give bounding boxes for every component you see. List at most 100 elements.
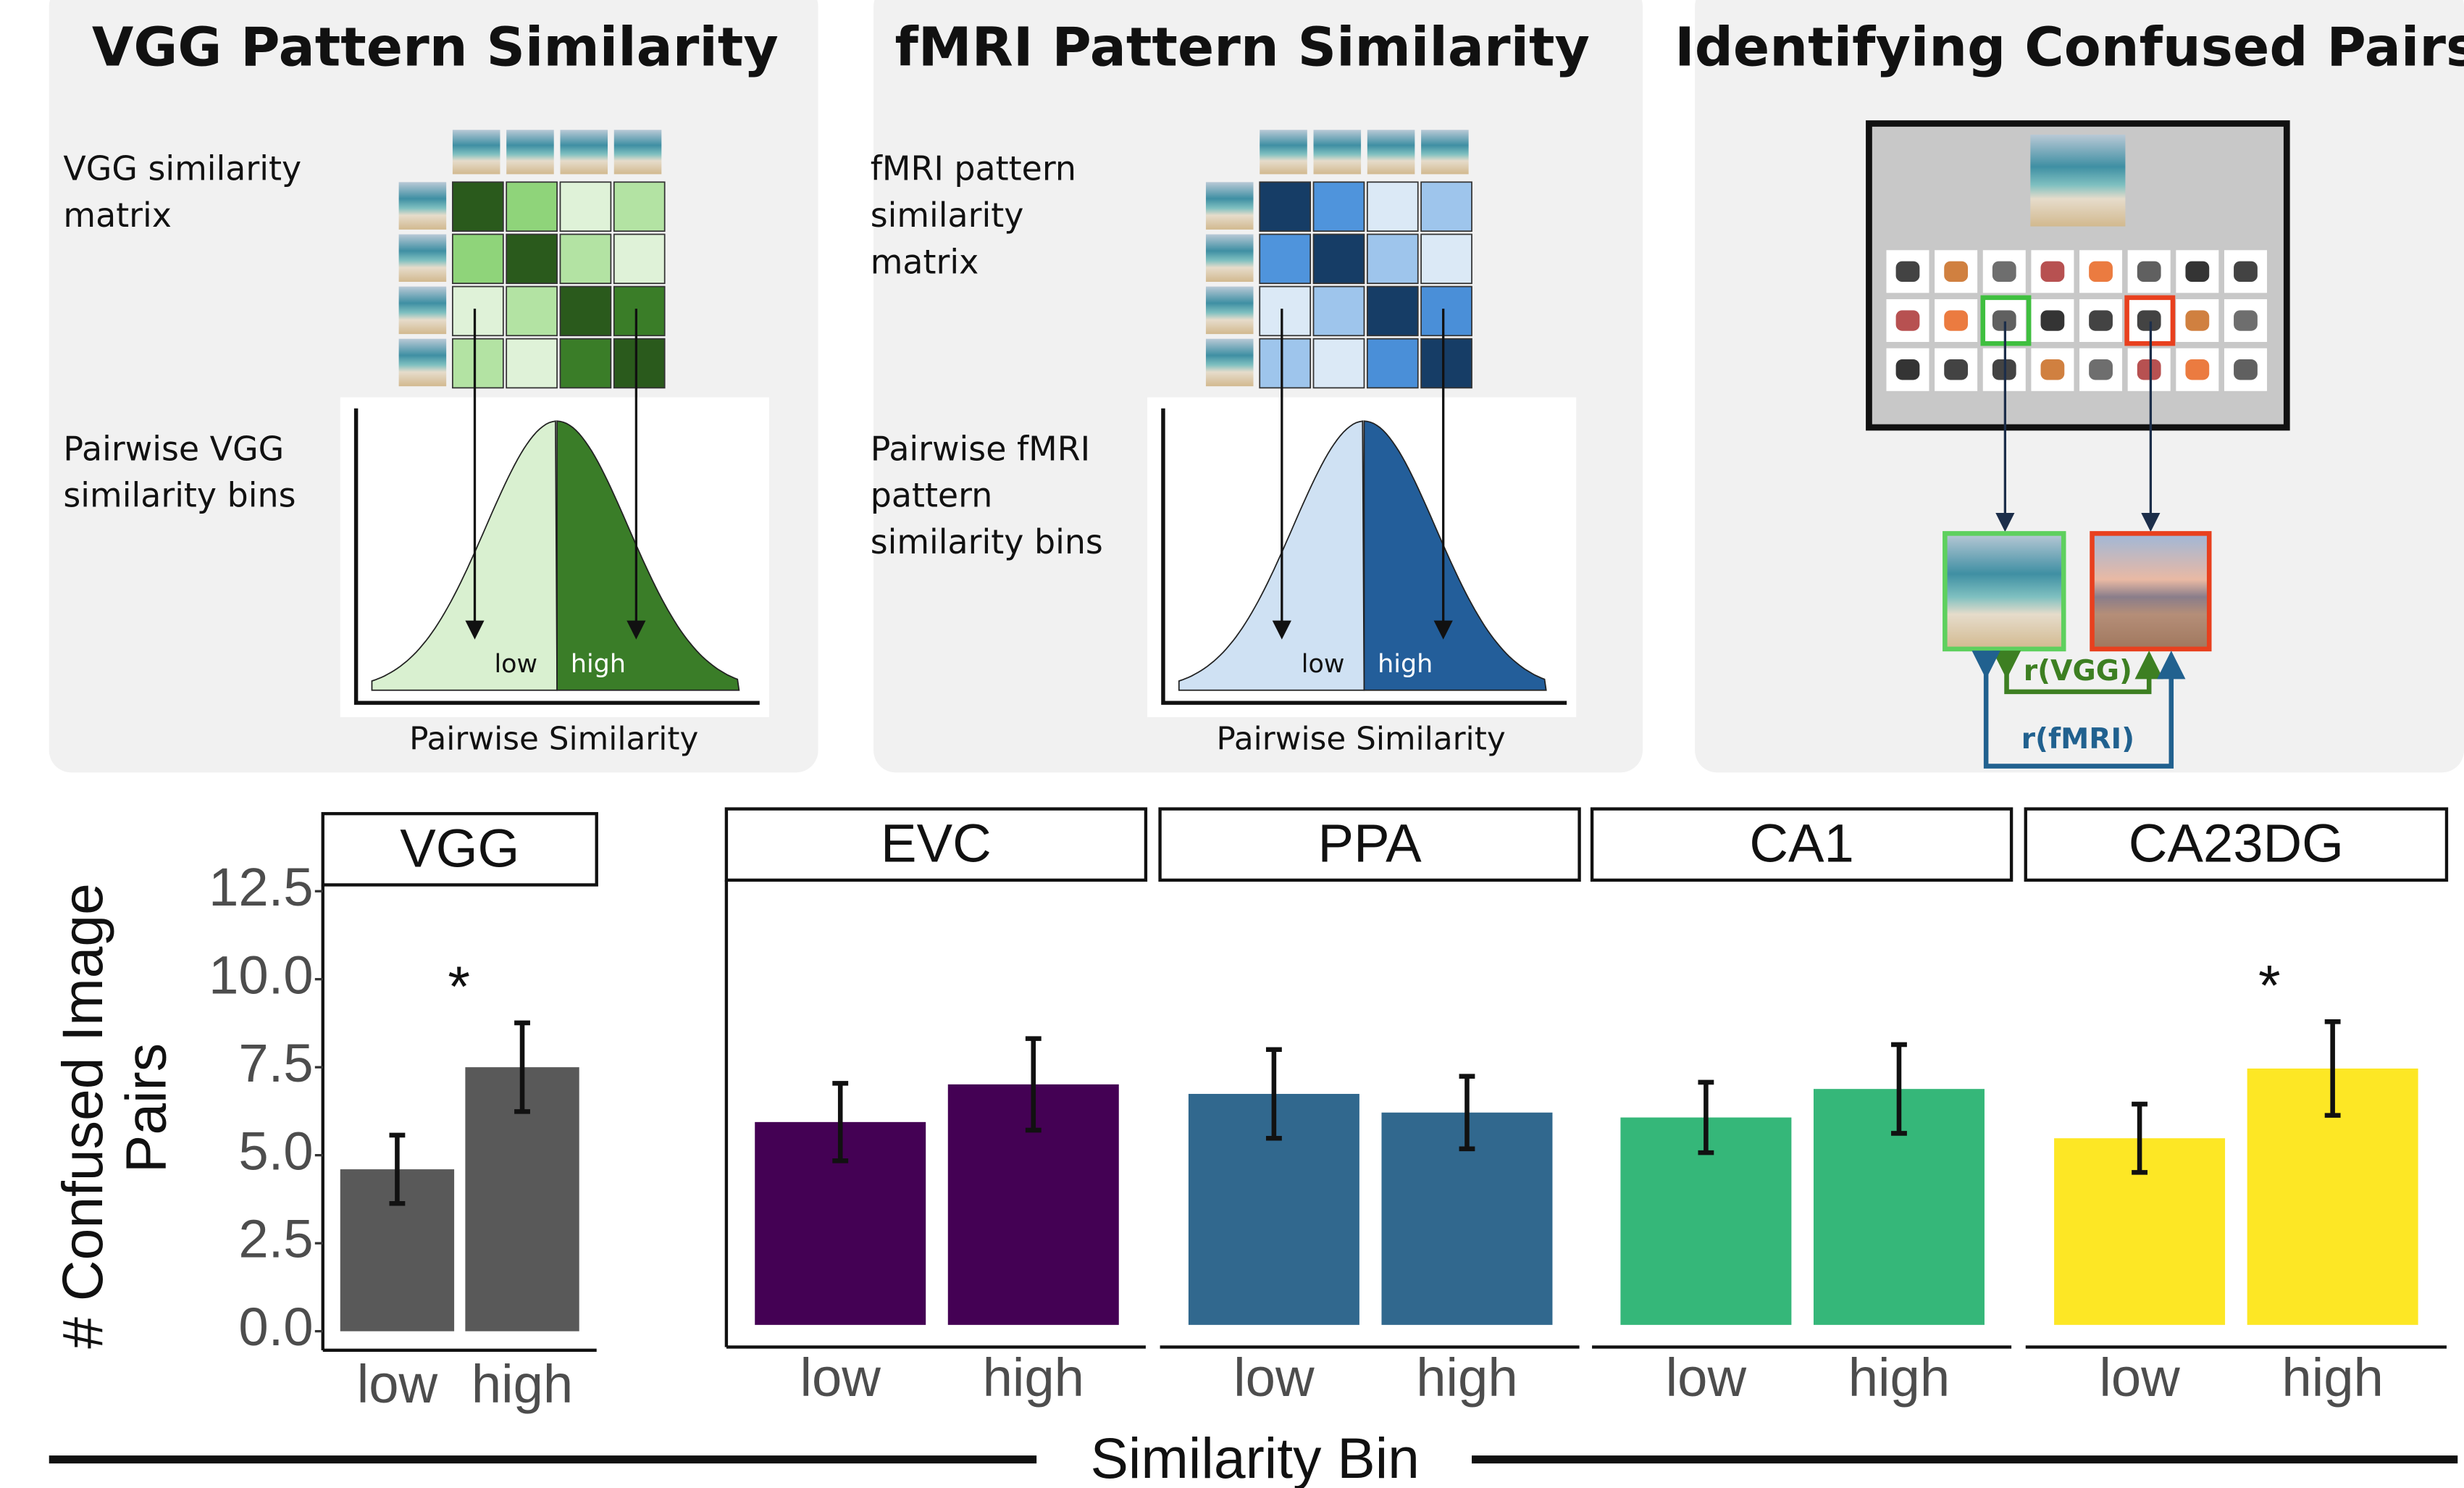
object-icon [2234, 310, 2258, 330]
chart-title: CA1 [1749, 814, 1853, 874]
matrix-cell [1367, 339, 1418, 388]
image-b [2092, 533, 2210, 649]
significance: * [448, 955, 470, 1019]
matrix-cell [560, 234, 611, 283]
object-icon [1896, 310, 1920, 330]
matrix-cell [1421, 287, 1472, 336]
object-icon [2137, 359, 2161, 380]
matrix-cell [614, 182, 665, 231]
image-a [1945, 533, 2063, 649]
x-tick-label: high [472, 1354, 573, 1414]
object-icon [2041, 310, 2065, 330]
matrix-label: fMRI pattern [871, 149, 1076, 188]
r-fmri: r(fMRI) [2021, 723, 2134, 756]
matrix-cell [1260, 234, 1310, 283]
matrix-cell [1367, 234, 1418, 283]
chart-title: EVC [881, 814, 992, 874]
x-tick-label: low [357, 1354, 438, 1414]
thumbnail [1260, 130, 1307, 174]
thumbnail [506, 130, 554, 174]
object-icon [2185, 310, 2209, 330]
thumbnail [1206, 182, 1254, 230]
object-icon [2234, 359, 2258, 380]
object-icon [2234, 262, 2258, 282]
bins-label: Pairwise fMRI [871, 429, 1090, 468]
y-tick-label: 12.5 [209, 857, 314, 917]
object-icon [2185, 359, 2209, 380]
chart-title: VGG [400, 818, 519, 878]
y-axis-label: # Confused Image [51, 883, 114, 1349]
object-icon [2041, 359, 2065, 380]
significance: * [2258, 953, 2281, 1017]
object-icon [2089, 359, 2113, 380]
x-tick-label: low [1233, 1347, 1315, 1408]
object-icon [2041, 262, 2065, 282]
r-vgg: r(VGG) [2024, 655, 2132, 687]
y-tick-label: 2.5 [238, 1209, 313, 1269]
matrix-cell [560, 339, 611, 388]
matrix-cell [453, 182, 503, 231]
matrix-cell [1314, 287, 1365, 336]
matrix-cell [506, 339, 557, 388]
bin-low: low [1302, 650, 1345, 679]
matrix-cell [614, 287, 665, 336]
bins-label: similarity bins [871, 522, 1103, 561]
panel-title: VGG Pattern Similarity [92, 15, 779, 78]
matrix-cell [1367, 182, 1418, 231]
chart-title: CA23DG [2129, 814, 2344, 874]
thumbnail [2030, 135, 2125, 227]
thumbnail [1206, 234, 1254, 282]
matrix-cell [560, 287, 611, 336]
bin-high: high [571, 650, 626, 679]
matrix-cell [453, 234, 503, 283]
thumbnail [399, 339, 447, 387]
matrix-cell [453, 287, 503, 336]
object-icon [1992, 262, 2016, 282]
object-icon [2089, 310, 2113, 330]
x-tick-label: high [983, 1347, 1084, 1408]
x-tick-label: high [1416, 1347, 1517, 1408]
y-tick-label: 0.0 [238, 1297, 313, 1357]
x-axis-label: Pairwise Similarity [409, 721, 698, 758]
matrix-cell [1314, 339, 1365, 388]
object-icon [1896, 359, 1920, 380]
matrix-cell [1314, 182, 1365, 231]
bin-low: low [494, 650, 537, 679]
thumbnail [399, 287, 447, 335]
matrix-cell [1421, 182, 1472, 231]
matrix-cell [1367, 287, 1418, 336]
figure: VGG Pattern Similarity VGG similarity matr… [0, 0, 2464, 1488]
x-tick-label: high [1848, 1347, 1950, 1408]
bin-high: high [1378, 650, 1433, 679]
x-tick-label: low [1666, 1347, 1747, 1408]
thumbnail [399, 182, 447, 230]
matrix-cell [560, 182, 611, 231]
bins-label: pattern [871, 476, 993, 515]
matrix-cell [614, 339, 665, 388]
thumbnail [1206, 339, 1254, 387]
y-tick-label: 5.0 [238, 1121, 313, 1181]
bins-label: Pairwise VGG [63, 429, 284, 468]
matrix-label: similarity [871, 196, 1024, 235]
matrix-cell [506, 182, 557, 231]
thumbnail [614, 130, 662, 174]
thumbnail [1367, 130, 1415, 174]
page: {"diagram":{"panels":[ {"title":"VGG Pat… [0, 0, 2464, 1488]
object-icon [2137, 262, 2161, 282]
matrix-cell [506, 287, 557, 336]
matrix-cell [1260, 287, 1310, 336]
x-tick-label: low [2099, 1347, 2180, 1408]
thumbnail [1314, 130, 1362, 174]
thumbnail [1206, 287, 1254, 335]
matrix-label: matrix [63, 196, 172, 235]
object-icon [1944, 310, 1968, 330]
panel-title: Identifying Confused Pairs [1675, 15, 2464, 78]
y-tick-label: 10.0 [209, 945, 314, 1005]
panel-title: fMRI Pattern Similarity [894, 15, 1590, 78]
matrix-cell [1260, 339, 1310, 388]
matrix-label: matrix [871, 242, 979, 281]
matrix-label: VGG similarity [63, 149, 301, 188]
matrix-cell [1421, 234, 1472, 283]
y-axis-label: Pairs [114, 1043, 177, 1173]
